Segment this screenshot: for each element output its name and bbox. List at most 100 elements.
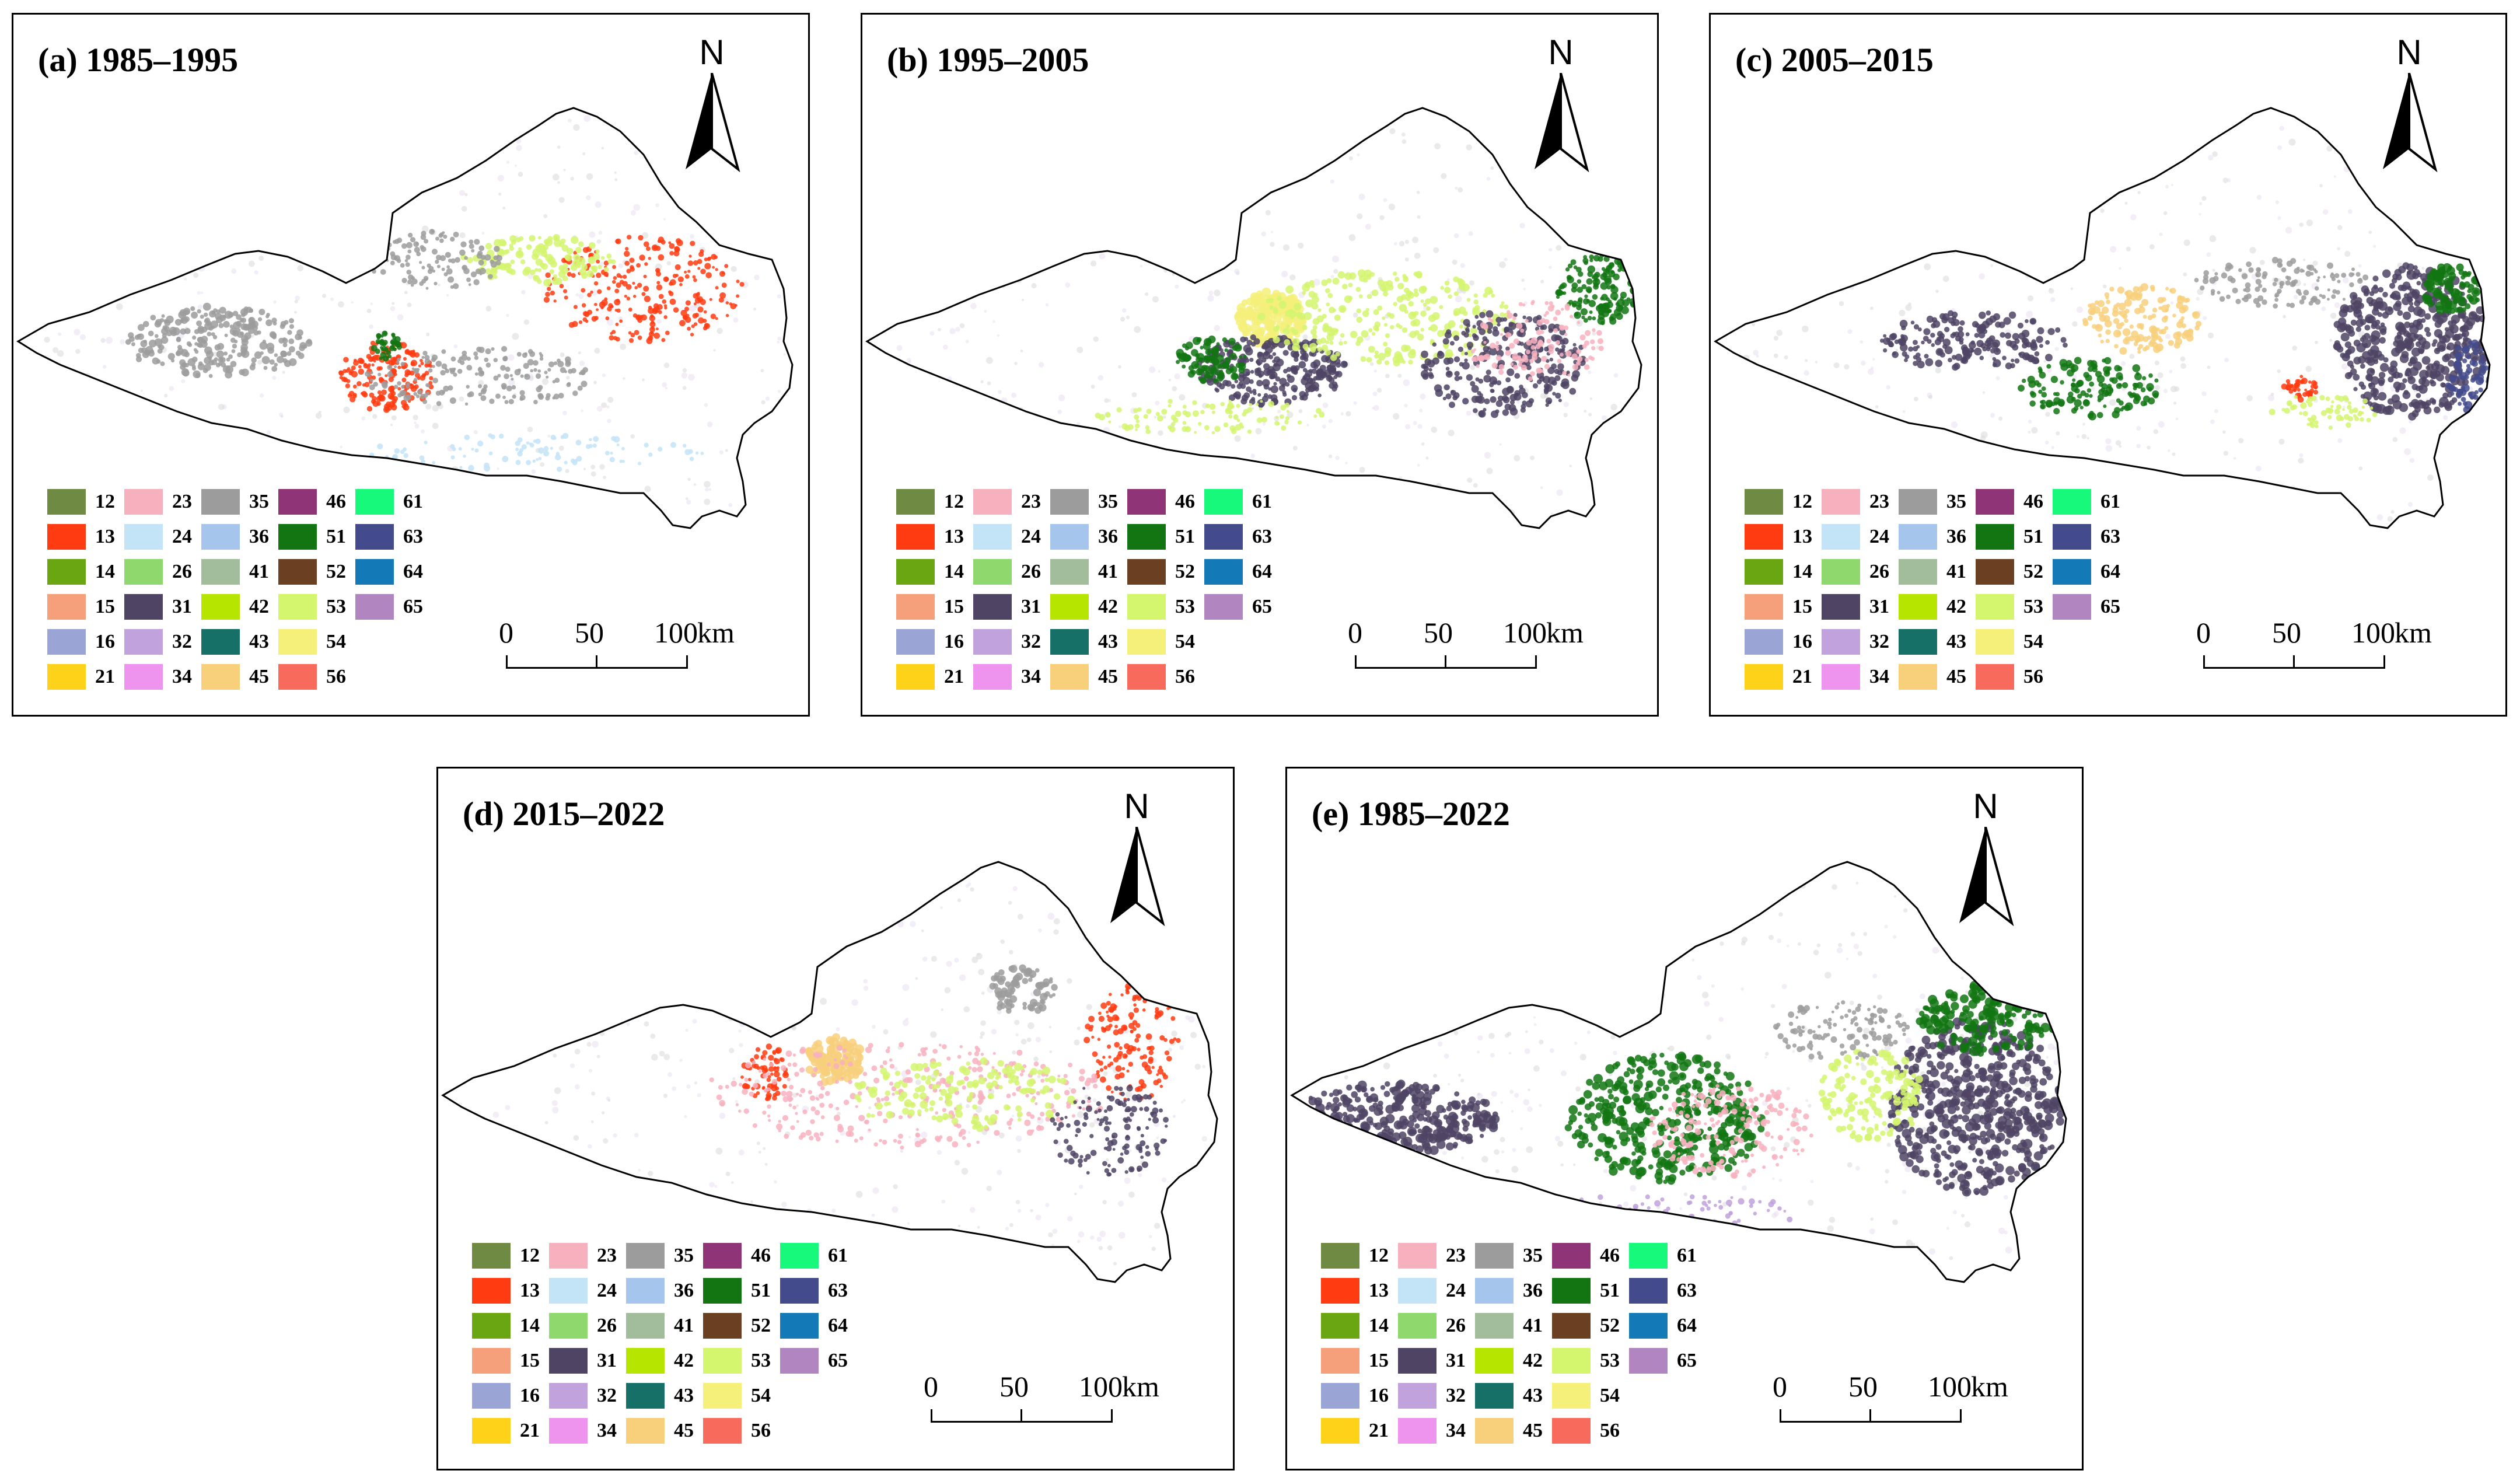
background-speckle xyxy=(237,185,241,188)
change-patch-53 xyxy=(1260,400,1263,403)
background-speckle xyxy=(929,331,935,336)
change-patch-13 xyxy=(677,276,684,282)
change-patch-31 xyxy=(2353,373,2360,381)
background-speckle xyxy=(1593,198,1599,205)
background-speckle xyxy=(765,396,770,401)
change-patch-35 xyxy=(181,368,190,376)
background-speckle xyxy=(885,441,890,446)
change-patch-45 xyxy=(2134,308,2141,315)
change-patch-31 xyxy=(1551,380,1557,386)
change-patch-35 xyxy=(431,249,438,255)
background-speckle xyxy=(896,345,903,351)
background-speckle xyxy=(970,147,974,152)
background-speckle xyxy=(361,416,366,421)
background-speckle xyxy=(1331,255,1339,263)
background-speckle xyxy=(187,114,194,120)
change-patch-35 xyxy=(432,365,435,368)
background-speckle xyxy=(552,173,560,181)
background-speckle xyxy=(1246,202,1251,207)
change-patch-31 xyxy=(2418,378,2426,385)
change-patch-35 xyxy=(556,358,561,363)
background-speckle xyxy=(2207,365,2211,369)
change-patch-23 xyxy=(1546,338,1551,344)
change-patch-31 xyxy=(2355,326,2362,333)
background-speckle xyxy=(925,193,932,200)
background-speckle xyxy=(1322,111,1329,118)
change-patch-13 xyxy=(725,301,729,305)
change-patch-13 xyxy=(676,238,681,244)
background-speckle xyxy=(27,453,33,459)
background-speckle xyxy=(464,193,468,197)
change-patch-35 xyxy=(204,312,208,317)
change-patch-31 xyxy=(2424,313,2431,320)
change-patch-45 xyxy=(2098,333,2102,338)
background-speckle xyxy=(2245,503,2249,508)
change-patch-35 xyxy=(163,326,170,332)
change-patch-31 xyxy=(1540,326,1544,330)
background-speckle xyxy=(1923,137,1930,144)
change-patch-51 xyxy=(1238,367,1245,373)
change-patch-31 xyxy=(1246,372,1250,376)
background-speckle xyxy=(1455,295,1462,303)
background-speckle xyxy=(1739,163,1743,166)
change-patch-31 xyxy=(1246,340,1253,346)
change-patch-23 xyxy=(1551,305,1555,309)
background-speckle xyxy=(1131,392,1137,397)
change-patch-35 xyxy=(478,260,484,266)
background-speckle xyxy=(2450,174,2454,178)
change-patch-31 xyxy=(1559,329,1566,336)
change-patch-35 xyxy=(265,315,270,319)
background-speckle xyxy=(134,280,142,287)
change-patch-35 xyxy=(257,317,263,322)
background-speckle xyxy=(2299,453,2304,457)
legend-swatch xyxy=(1050,594,1089,620)
legend-swatch xyxy=(1204,489,1243,515)
legend-label: 36 xyxy=(1098,526,1118,547)
legend-swatch xyxy=(278,664,317,690)
background-speckle xyxy=(889,152,896,160)
background-speckle xyxy=(1208,291,1214,296)
legend-label: 43 xyxy=(249,631,269,652)
legend-item: 35 xyxy=(1050,488,1118,515)
change-patch-35 xyxy=(228,354,233,359)
change-patch-51 xyxy=(382,330,388,337)
change-patch-13 xyxy=(715,286,719,290)
change-patch-35 xyxy=(274,362,278,367)
background-speckle xyxy=(1417,215,1421,219)
background-speckle xyxy=(48,120,52,123)
change-patch-31 xyxy=(1555,347,1560,352)
change-patch-51 xyxy=(1222,337,1228,343)
background-speckle xyxy=(1734,473,1738,477)
change-patch-23 xyxy=(1541,355,1547,362)
background-speckle xyxy=(620,119,625,124)
change-patch-35 xyxy=(546,393,551,398)
background-speckle xyxy=(1403,379,1410,386)
background-speckle xyxy=(602,373,606,378)
change-patch-13 xyxy=(698,317,704,324)
change-patch-51 xyxy=(1591,275,1595,280)
change-patch-31 xyxy=(1279,378,1287,386)
change-patch-53 xyxy=(1366,357,1372,363)
background-speckle xyxy=(1817,266,1823,272)
background-speckle xyxy=(89,269,95,275)
change-patch-13 xyxy=(625,247,629,251)
change-patch-53 xyxy=(593,253,600,260)
background-speckle xyxy=(594,347,600,354)
change-patch-31 xyxy=(2353,357,2361,365)
change-patch-23 xyxy=(1537,368,1542,373)
change-patch-35 xyxy=(448,385,453,391)
change-patch-13 xyxy=(578,320,583,324)
background-speckle xyxy=(361,150,366,155)
change-patch-54 xyxy=(1271,320,1277,326)
change-patch-31 xyxy=(2439,336,2447,344)
change-patch-35 xyxy=(286,351,292,357)
background-speckle xyxy=(273,300,277,304)
background-speckle xyxy=(60,390,64,394)
background-speckle xyxy=(2157,372,2164,379)
change-patch-31 xyxy=(1263,383,1270,390)
change-patch-13 xyxy=(351,365,356,371)
change-patch-23 xyxy=(1536,329,1542,336)
background-speckle xyxy=(534,505,540,512)
change-patch-35 xyxy=(217,343,225,350)
change-patch-24 xyxy=(498,434,504,439)
